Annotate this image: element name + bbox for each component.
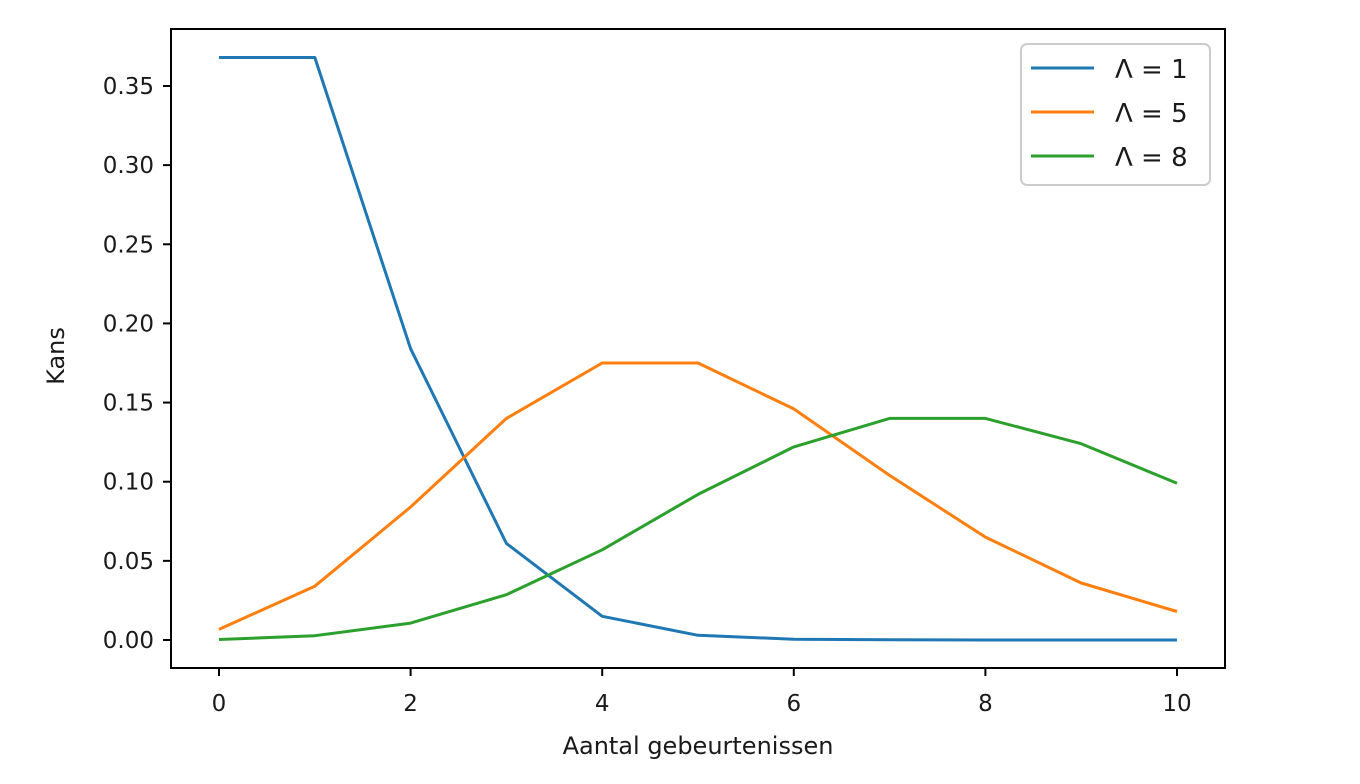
legend-label: Λ = 5: [1115, 99, 1188, 129]
legend-item-lambda-1: Λ = 1: [1031, 55, 1188, 85]
series-line-3: [218, 416, 1178, 641]
y-tick-label: 0.10: [103, 470, 154, 496]
y-tick-label: 0.15: [103, 391, 154, 417]
y-tick-label: 0.20: [103, 311, 154, 337]
y-tick-label: 0.30: [103, 153, 154, 179]
axes-frame: [170, 28, 1226, 669]
legend-item-lambda-5: Λ = 5: [1031, 99, 1188, 129]
x-tick-label: 8: [978, 691, 993, 717]
legend-item-lambda-8: Λ = 8: [1031, 143, 1188, 173]
series-line-2: [218, 361, 1178, 631]
y-axis-label: Kans: [42, 327, 70, 385]
x-axis-ticks: 0 2 4 6 8 10: [212, 668, 1192, 717]
x-tick-label: 6: [786, 691, 801, 717]
y-tick-label: 0.35: [103, 74, 154, 100]
y-axis-ticks: 0.00 0.05 0.10 0.15 0.20 0.25 0.30 0.35: [103, 74, 171, 654]
y-tick-label: 0.05: [103, 549, 154, 575]
series-layer: [218, 56, 1178, 642]
legend-label: Λ = 8: [1115, 143, 1188, 173]
y-tick-label: 0.25: [103, 232, 154, 258]
x-axis-label: Aantal gebeurtenissen: [563, 732, 834, 760]
x-tick-label: 4: [595, 691, 610, 717]
x-tick-label: 10: [1162, 691, 1191, 717]
legend: Λ = 1 Λ = 5 Λ = 8: [1020, 43, 1211, 186]
series-line-1: [219, 56, 1177, 642]
x-tick-label: 2: [403, 691, 418, 717]
legend-box: [1020, 43, 1211, 186]
x-tick-label: 0: [212, 691, 227, 717]
legend-label: Λ = 1: [1115, 55, 1188, 85]
y-tick-label: 0.00: [103, 628, 154, 654]
